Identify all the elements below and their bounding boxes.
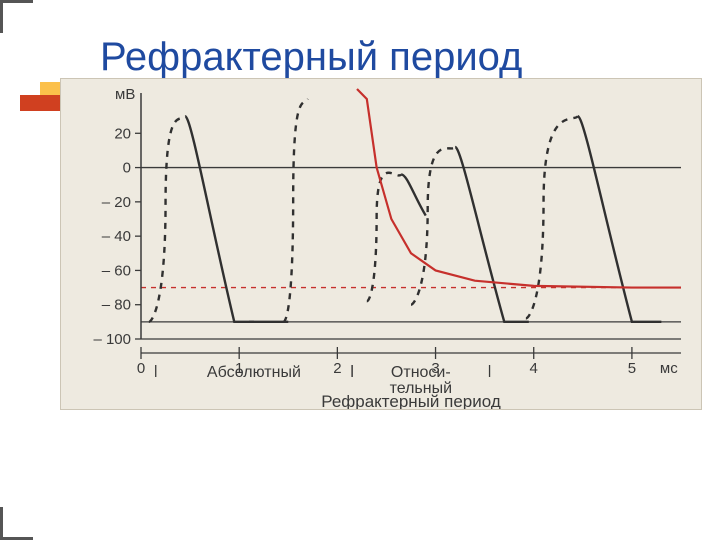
svg-text:0: 0 [137, 360, 145, 377]
accent-bar [20, 95, 60, 111]
svg-text:– 40: – 40 [102, 228, 131, 245]
svg-text:Абсолютный: Абсолютный [207, 364, 301, 381]
svg-text:– 60: – 60 [102, 262, 131, 279]
refractory-chart: – 100– 80– 60– 40– 20020мВ012345мсАбсолю… [61, 79, 701, 409]
svg-text:2: 2 [333, 360, 341, 377]
svg-text:5: 5 [628, 360, 636, 377]
svg-text:– 100: – 100 [93, 331, 131, 348]
chart-area: – 100– 80– 60– 40– 20020мВ012345мсАбсолю… [60, 78, 702, 410]
svg-text:4: 4 [530, 360, 538, 377]
svg-text:– 20: – 20 [102, 194, 131, 211]
svg-text:мВ: мВ [115, 86, 135, 103]
svg-text:Рефрактерный период: Рефрактерный период [321, 392, 501, 409]
svg-text:мс: мс [660, 360, 678, 377]
svg-text:20: 20 [114, 125, 131, 142]
svg-text:Относи-: Относи- [391, 364, 451, 381]
svg-text:– 80: – 80 [102, 297, 131, 314]
svg-text:0: 0 [123, 160, 131, 177]
page-title: Рефрактерный период [100, 35, 522, 80]
